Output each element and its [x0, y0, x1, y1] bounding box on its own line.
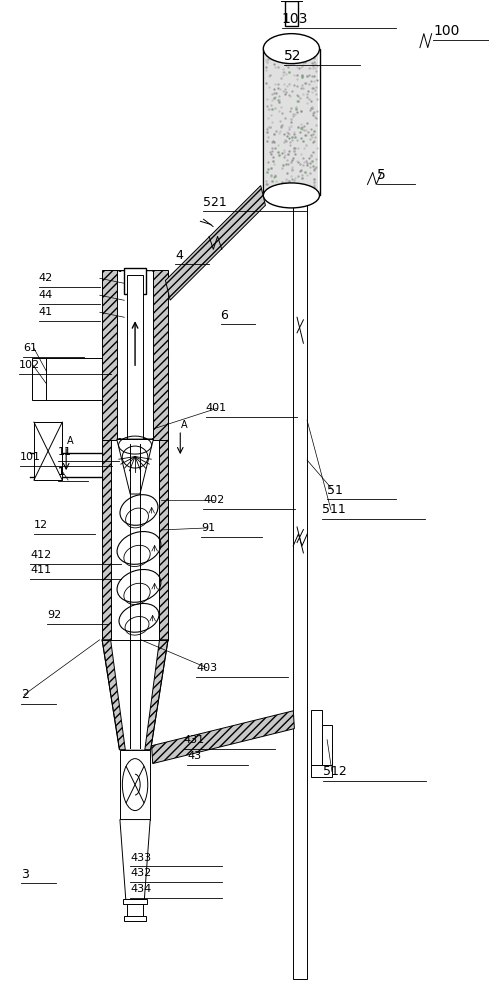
Text: 42: 42 [39, 273, 53, 283]
Bar [127, 904, 144, 916]
Text: 4: 4 [175, 249, 183, 262]
Text: 12: 12 [34, 520, 48, 530]
Text: A: A [181, 420, 188, 430]
Bar [123, 899, 147, 904]
Bar [124, 268, 146, 294]
Polygon shape [166, 186, 266, 300]
Text: 61: 61 [23, 343, 37, 353]
Text: 403: 403 [196, 663, 217, 673]
Text: 1: 1 [58, 467, 65, 477]
Text: 5: 5 [377, 168, 386, 182]
Polygon shape [151, 711, 294, 764]
Text: 101: 101 [20, 452, 41, 462]
Polygon shape [102, 640, 168, 750]
Text: 52: 52 [284, 49, 301, 63]
Text: 103: 103 [282, 12, 308, 26]
Text: 2: 2 [21, 688, 29, 701]
Text: A: A [67, 436, 74, 446]
Bar [117, 272, 153, 438]
Text: 401: 401 [206, 403, 227, 413]
Text: 44: 44 [39, 290, 53, 300]
Polygon shape [117, 439, 153, 494]
Bar [127, 275, 143, 440]
Polygon shape [102, 440, 168, 640]
Bar [263, 49, 319, 195]
Text: 3: 3 [21, 868, 29, 881]
Bar [322, 725, 332, 765]
Text: 6: 6 [220, 309, 228, 322]
Bar [120, 750, 150, 820]
Text: 521: 521 [203, 196, 227, 209]
Text: 402: 402 [203, 495, 225, 505]
Text: 1: 1 [58, 467, 65, 477]
Bar [285, 1, 298, 26]
Circle shape [122, 759, 148, 811]
Text: 51: 51 [327, 484, 343, 497]
Bar [34, 422, 62, 480]
Text: 412: 412 [30, 550, 51, 560]
Text: 434: 434 [130, 884, 151, 894]
Text: 512: 512 [323, 765, 347, 778]
Text: 432: 432 [130, 868, 151, 878]
Bar [311, 710, 322, 765]
Bar [294, 195, 307, 979]
Bar [124, 916, 147, 921]
Text: 431: 431 [184, 735, 205, 745]
Text: 41: 41 [39, 307, 53, 317]
Text: 91: 91 [201, 523, 215, 533]
Polygon shape [120, 820, 150, 899]
Text: 11: 11 [58, 447, 72, 457]
Text: 100: 100 [433, 24, 460, 38]
Bar [32, 358, 46, 400]
Polygon shape [102, 270, 168, 440]
Text: 43: 43 [187, 751, 201, 761]
Bar [311, 765, 332, 777]
Ellipse shape [263, 34, 319, 64]
Bar [265, 54, 318, 189]
Text: 102: 102 [19, 360, 40, 370]
Text: 433: 433 [130, 853, 151, 863]
Polygon shape [111, 640, 159, 750]
Text: 92: 92 [47, 610, 61, 620]
Ellipse shape [263, 183, 319, 208]
Text: 411: 411 [30, 565, 51, 575]
Text: 511: 511 [322, 503, 346, 516]
Bar [111, 440, 159, 640]
